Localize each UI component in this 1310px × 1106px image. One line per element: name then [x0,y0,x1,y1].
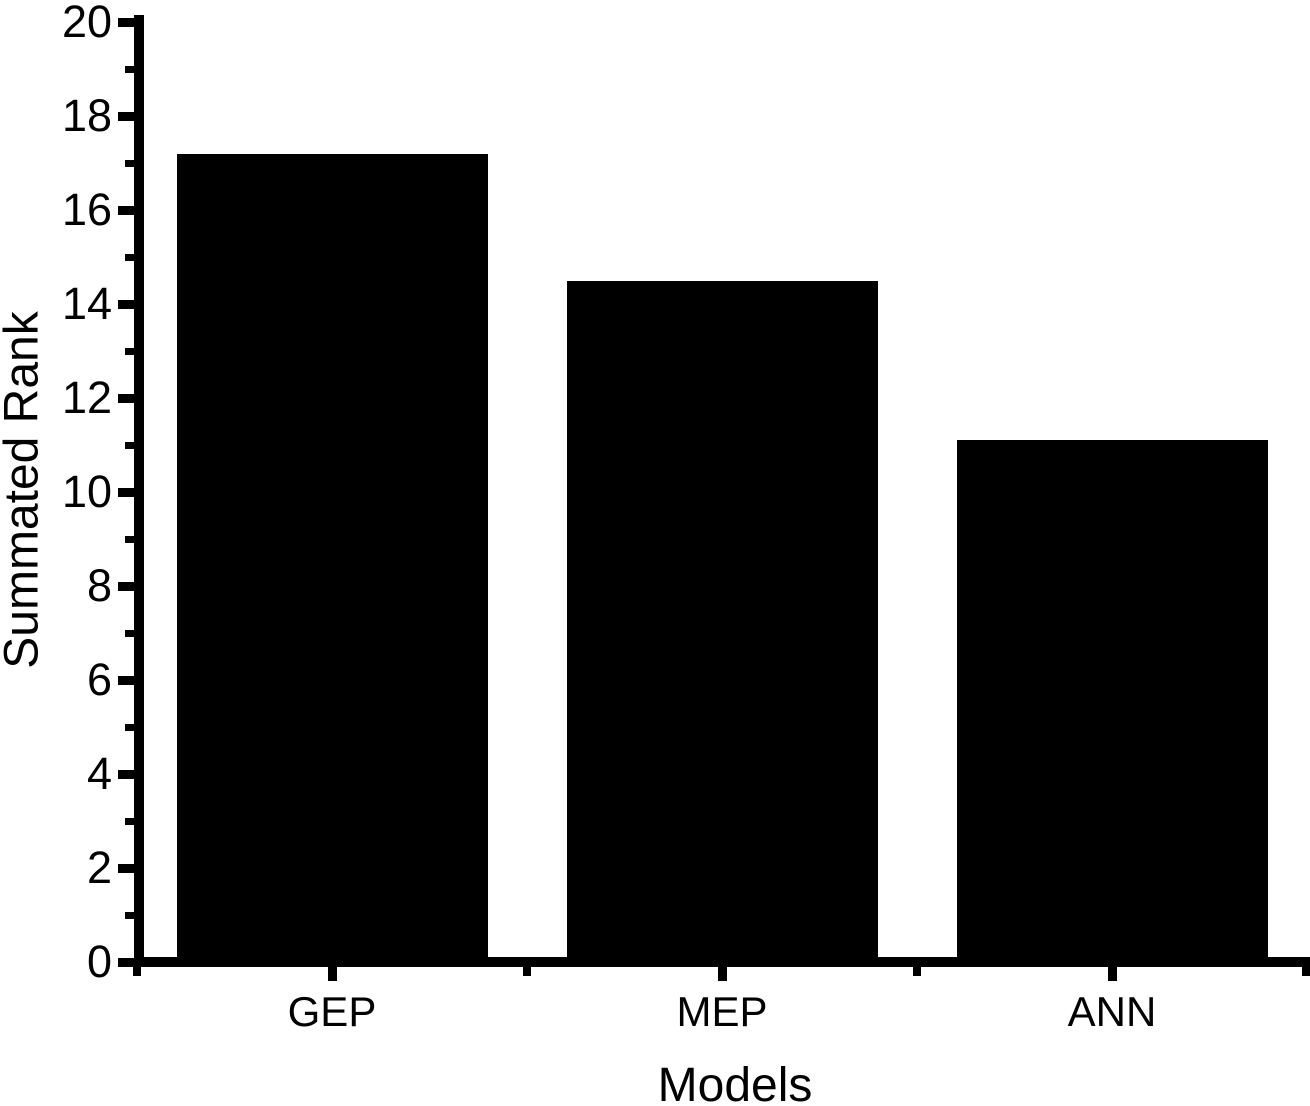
y-minor-tick [125,629,134,637]
x-minor-tick [133,967,141,976]
x-axis-title: Models [657,1059,813,1106]
y-tick-label: 4 [86,748,112,799]
y-major-tick [118,957,134,967]
x-axis-line [134,957,1310,967]
x-minor-tick [913,967,921,976]
bar-ann [956,440,1268,957]
y-minor-tick [125,723,134,731]
y-major-tick [118,769,134,779]
y-major-tick [118,205,134,215]
bar-mep [566,280,878,957]
y-tick-label: 16 [61,184,112,235]
y-tick-label: 12 [61,372,112,423]
x-major-tick [327,967,337,981]
y-major-tick [118,487,134,497]
y-minor-tick [125,911,134,919]
y-axis-line [134,15,144,967]
y-tick-label: 8 [86,560,112,611]
y-minor-tick [125,65,134,73]
y-major-tick [118,863,134,873]
x-category-label: GEP [287,988,377,1035]
y-tick-label: 18 [61,90,112,141]
x-major-tick [717,967,727,981]
y-tick-label: 20 [61,0,112,47]
y-tick-label: 14 [61,278,112,329]
y-minor-tick [125,441,134,449]
y-tick-label: 0 [86,936,112,987]
y-minor-tick [125,347,134,355]
y-major-tick [118,111,134,121]
y-tick-label: 2 [86,842,112,893]
y-minor-tick [125,535,134,543]
y-major-tick [118,17,134,27]
y-major-tick [118,581,134,591]
y-tick-label: 10 [61,466,112,517]
x-category-label: ANN [1067,988,1157,1035]
x-minor-tick [523,967,531,976]
y-major-tick [118,675,134,685]
x-category-label: MEP [676,988,768,1035]
y-minor-tick [125,253,134,261]
bar-gep [176,153,488,957]
x-major-tick [1107,967,1117,981]
y-minor-tick [125,159,134,167]
y-minor-tick [125,817,134,825]
x-minor-tick [1302,967,1310,976]
y-tick-label: 6 [86,654,112,705]
y-major-tick [118,393,134,403]
y-major-tick [118,299,134,309]
